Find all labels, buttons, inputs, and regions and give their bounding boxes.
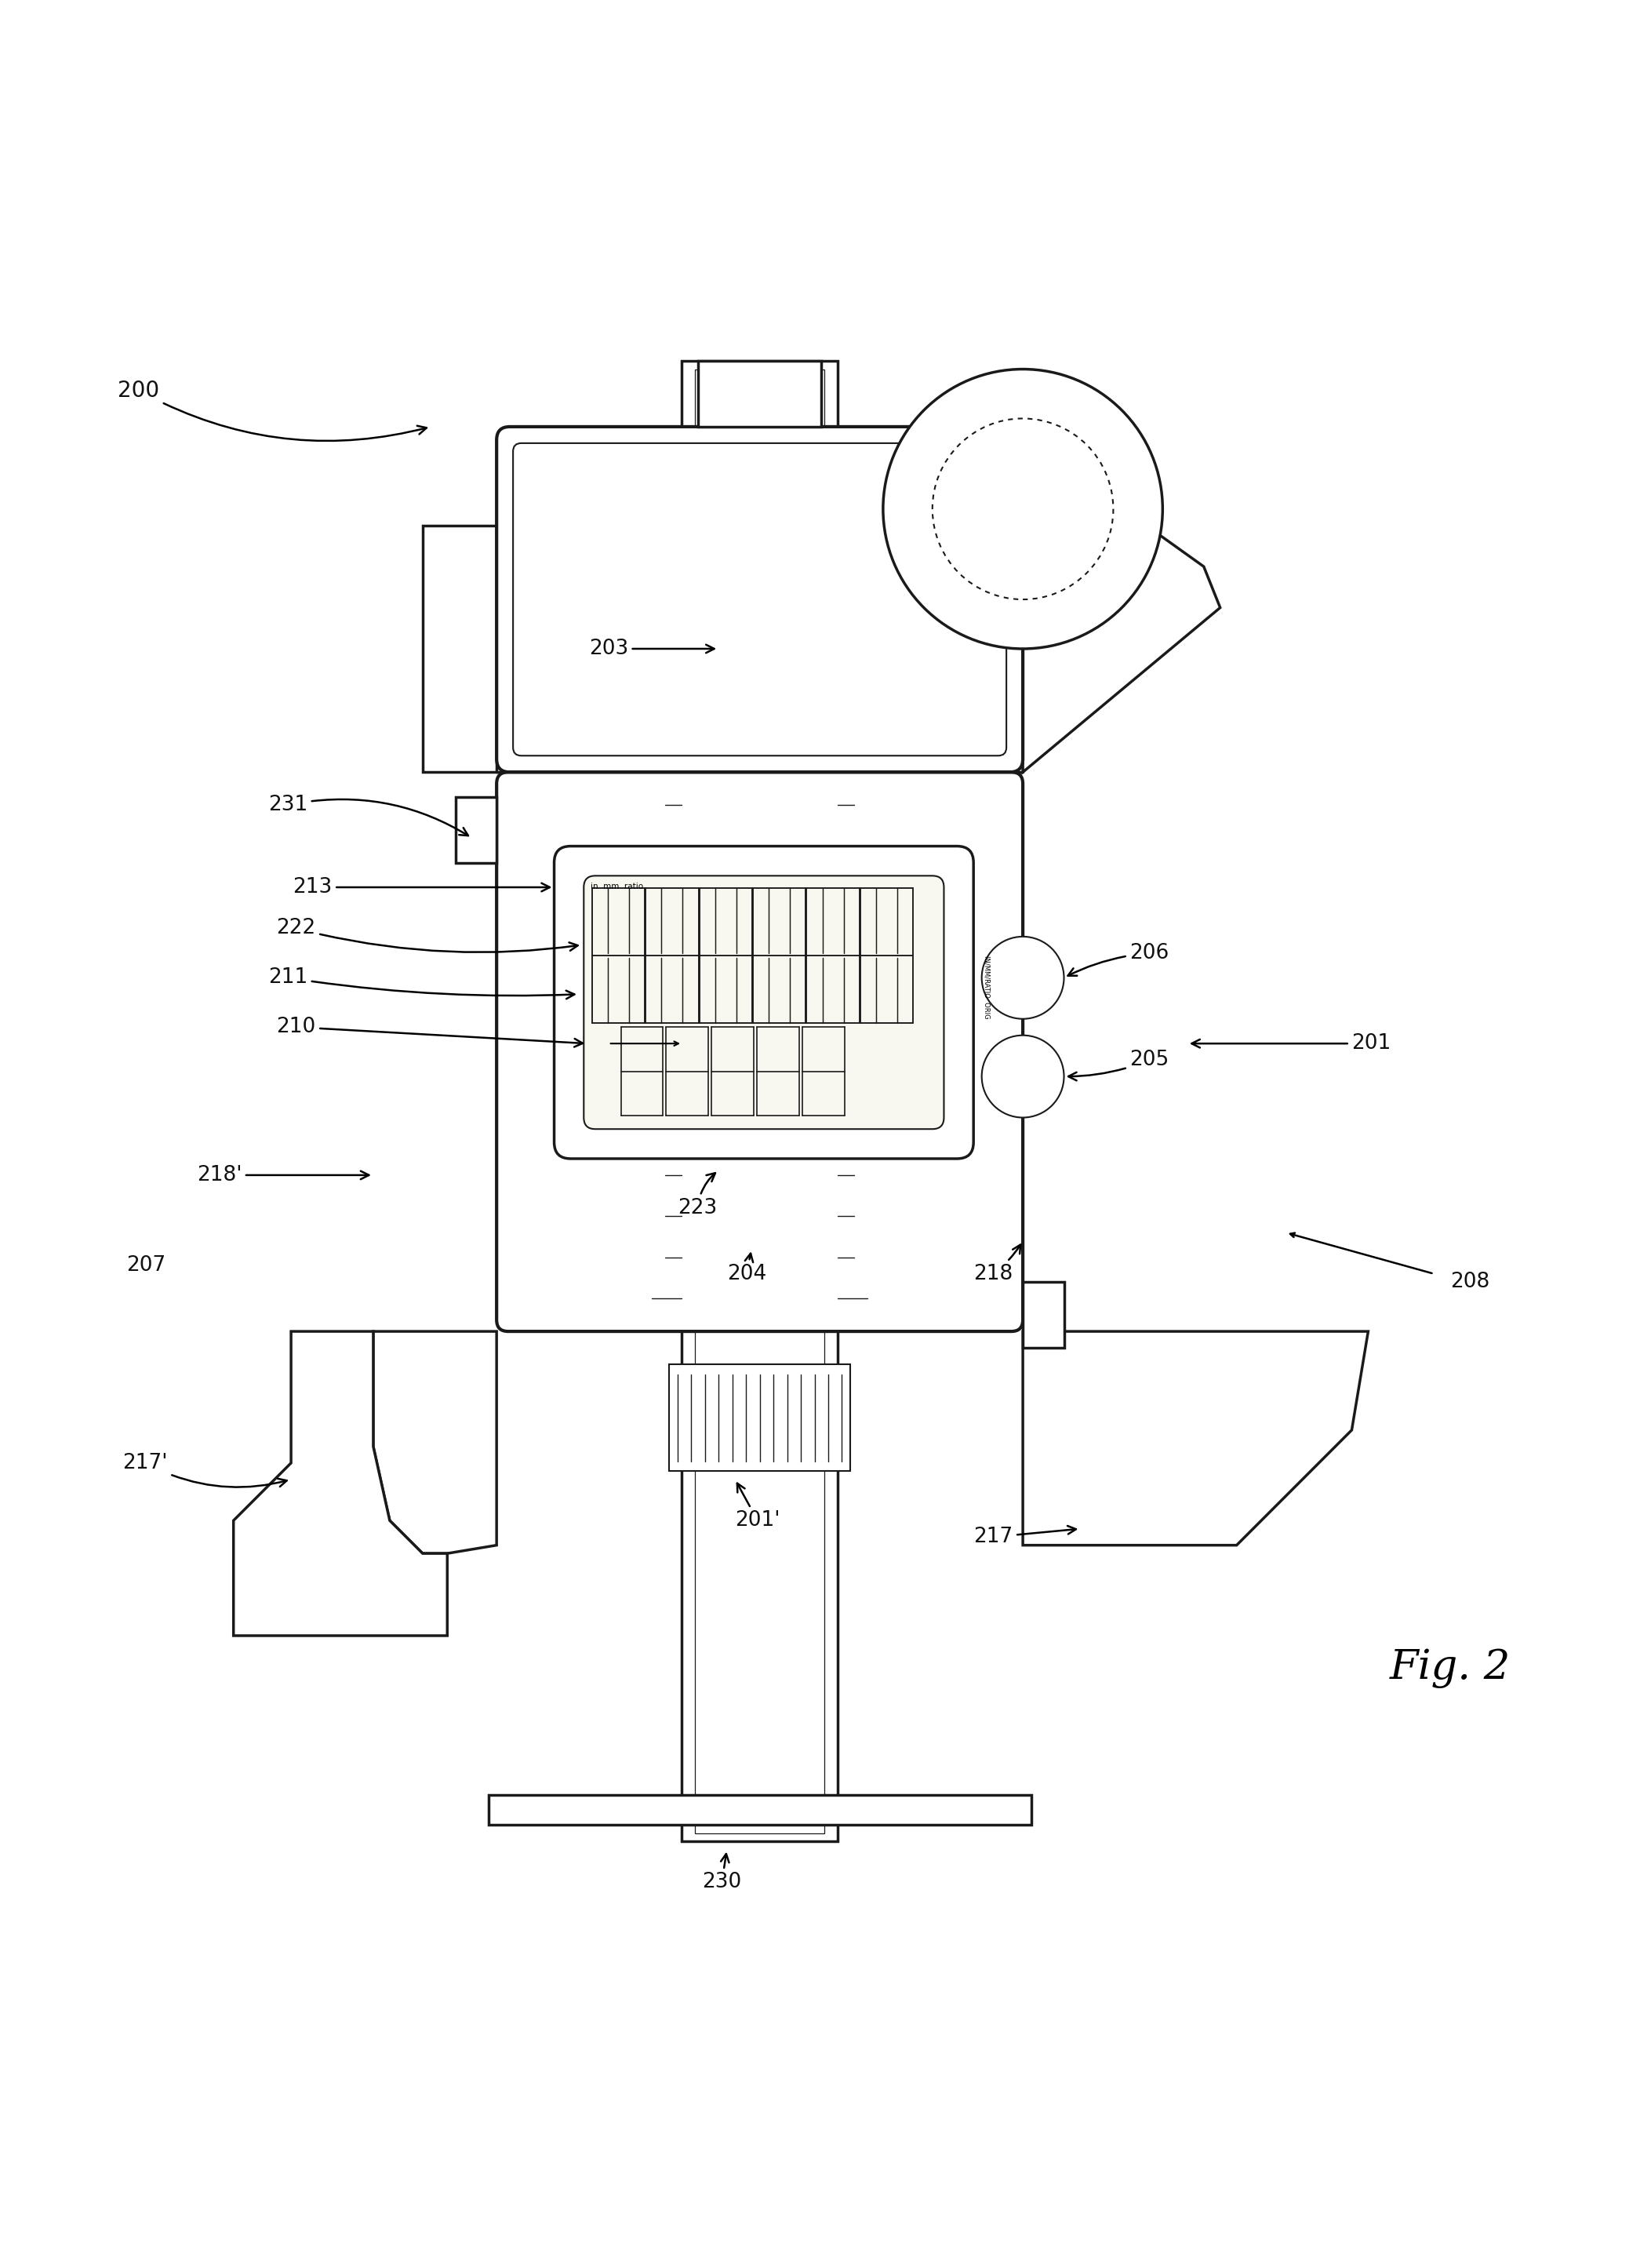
Text: 231: 231 (267, 794, 469, 835)
Polygon shape (423, 526, 497, 771)
Text: 210: 210 (276, 1016, 583, 1048)
Text: 204: 204 (726, 1254, 766, 1284)
Text: 213: 213 (292, 878, 550, 898)
Text: 203: 203 (589, 640, 715, 660)
FancyBboxPatch shape (497, 771, 1024, 1331)
Text: 222: 222 (276, 919, 578, 953)
Text: IN/MM/RATIO  ORIG: IN/MM/RATIO ORIG (982, 955, 991, 1018)
Polygon shape (373, 1331, 497, 1554)
FancyBboxPatch shape (555, 846, 974, 1159)
Text: 217: 217 (974, 1526, 1076, 1547)
Text: 211: 211 (267, 968, 575, 998)
Text: 223: 223 (677, 1173, 717, 1218)
Circle shape (933, 420, 1113, 599)
FancyBboxPatch shape (584, 875, 944, 1129)
Text: 200: 200 (117, 379, 426, 440)
Bar (669, 1365, 850, 1472)
Text: Fig. 2: Fig. 2 (1390, 1649, 1511, 1690)
Bar (456, 796, 497, 862)
Bar (489, 1796, 1032, 1826)
Circle shape (883, 370, 1162, 649)
Text: 230: 230 (702, 1853, 741, 1892)
FancyBboxPatch shape (513, 442, 1007, 755)
Circle shape (982, 1034, 1063, 1118)
Text: 201': 201' (735, 1483, 781, 1531)
Polygon shape (233, 1331, 447, 1635)
FancyBboxPatch shape (497, 426, 1024, 771)
Text: 218: 218 (974, 1245, 1020, 1284)
Bar (682, 361, 837, 1842)
Polygon shape (1024, 1331, 1369, 1545)
Text: 207: 207 (127, 1256, 167, 1277)
Text: 217': 217' (122, 1454, 287, 1488)
Bar (1024, 1281, 1063, 1347)
Circle shape (982, 937, 1063, 1018)
Polygon shape (1024, 526, 1220, 771)
Text: in  mm  ratio: in mm ratio (591, 882, 642, 889)
Text: 208: 208 (1450, 1272, 1489, 1293)
Text: 205: 205 (1068, 1050, 1169, 1080)
Bar (698, 361, 822, 426)
Text: 201: 201 (1192, 1034, 1392, 1055)
Text: 218': 218' (196, 1166, 368, 1186)
Bar (695, 370, 826, 1833)
Text: 206: 206 (1068, 943, 1169, 975)
